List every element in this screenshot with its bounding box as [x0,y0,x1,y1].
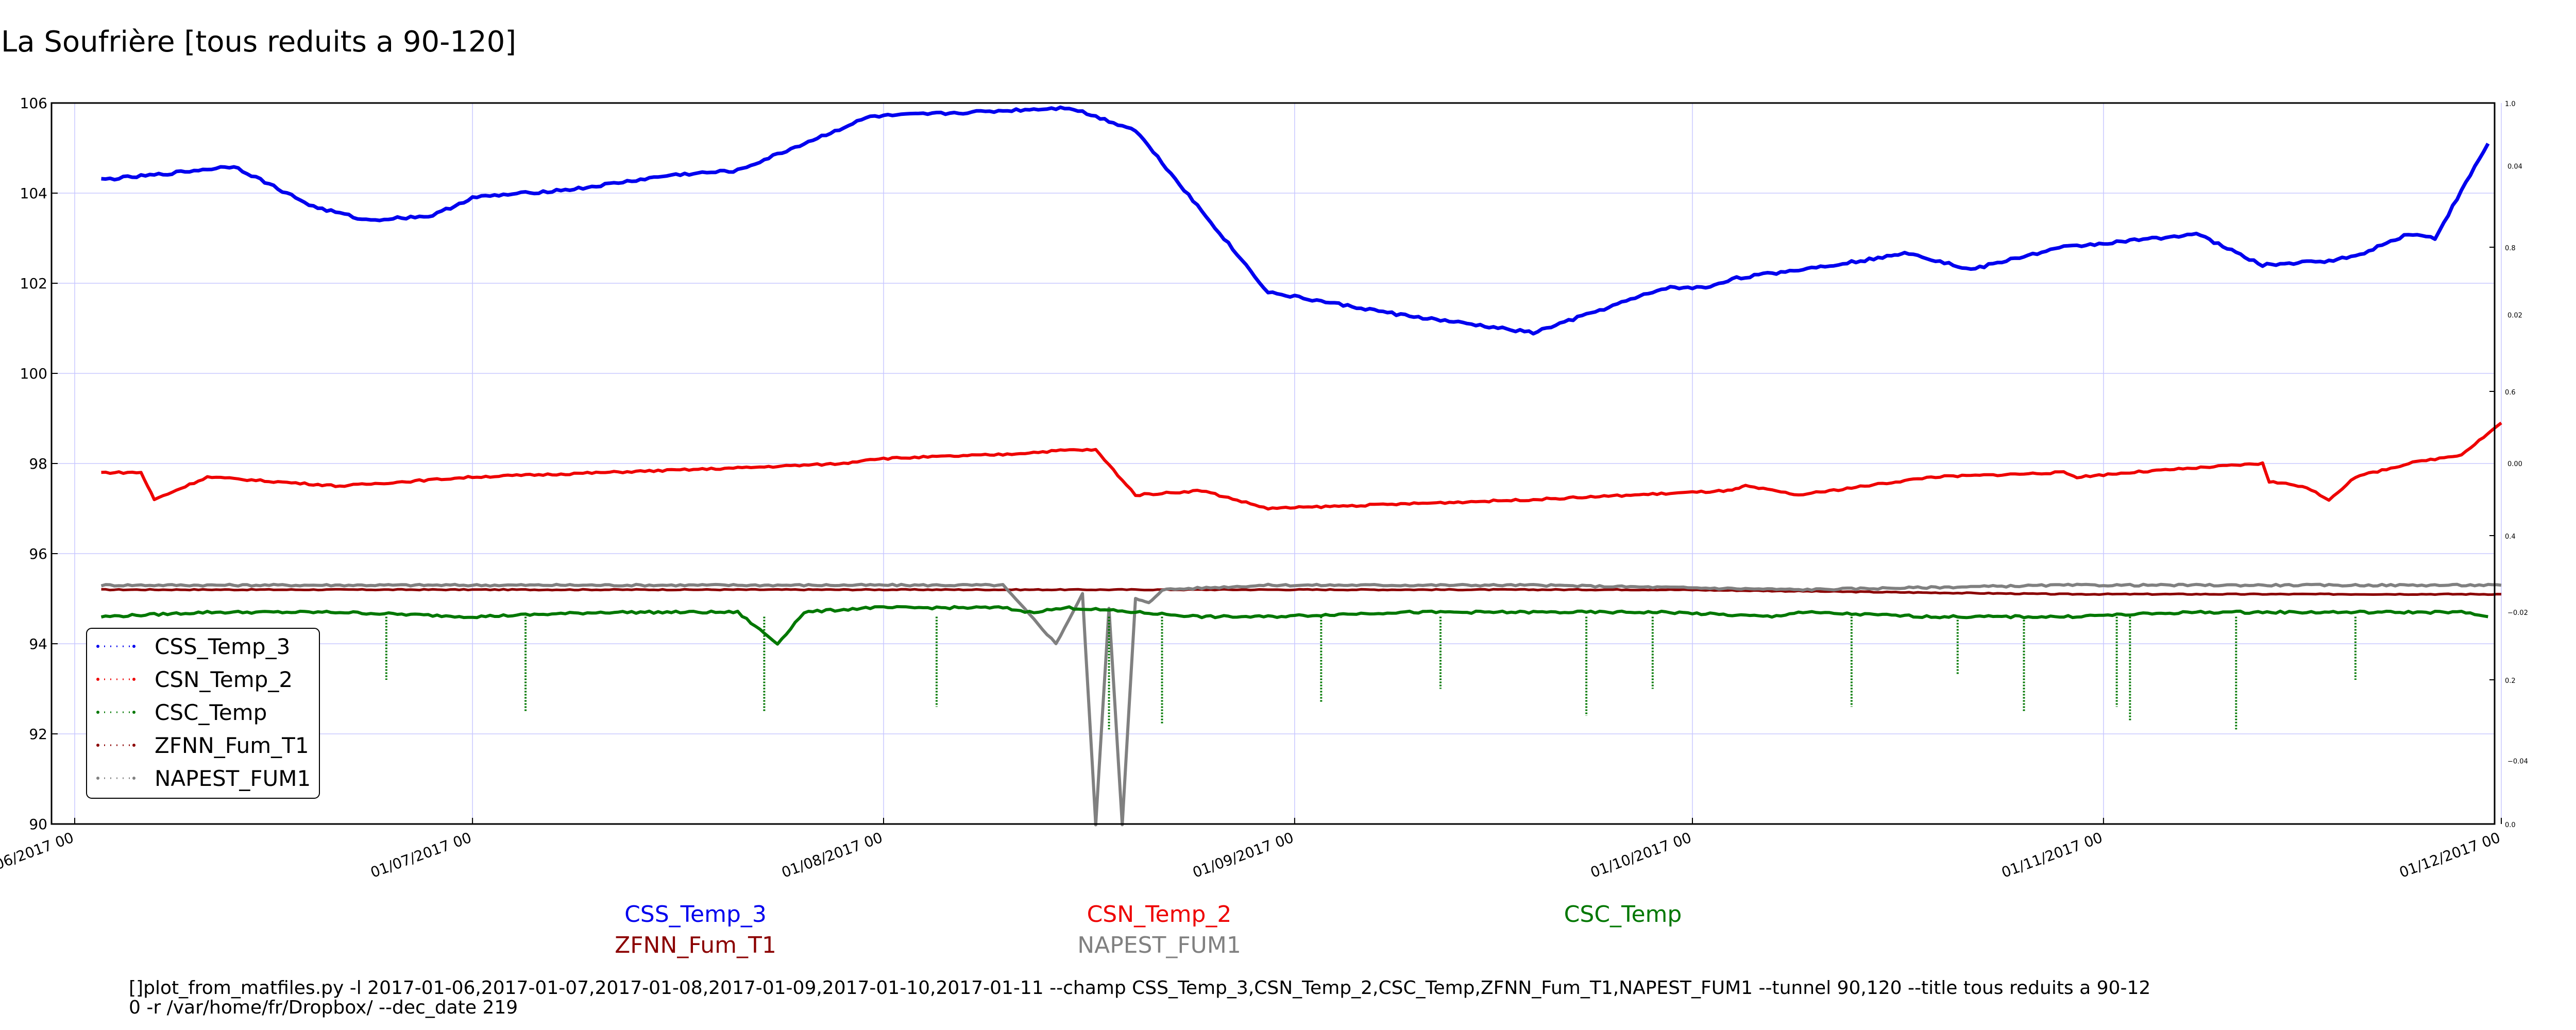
y2-tick-label: 0.6 [2505,389,2516,397]
x-tick-label: 01/07/2017 00 [368,829,474,881]
series-line-napest-fum1 [100,582,2502,827]
footer-label: CSS_Temp_3 [624,901,767,928]
y2-tick-label: 0.8 [2505,245,2516,252]
y2-tick-label: 0.4 [2505,533,2516,541]
legend-marker [96,645,99,648]
x-tick-label: 01/12/2017 00 [2397,829,2503,881]
grid [52,102,2502,825]
series-line-csn-temp-2 [101,421,2502,511]
y-tick-label: 94 [29,636,47,653]
y-tick-label: 100 [20,365,47,382]
x-axis: 01/06/2017 00 01/07/2017 00 01/08/2017 00 0… [0,818,2502,881]
legend-marker [96,678,99,681]
y-axis: 90 92 94 96 98 100 102 104 106 [20,95,58,833]
legend-box [86,628,320,799]
legend-label: CSC_Temp [155,700,267,725]
x-tick-label: 01/11/2017 00 [1999,829,2105,881]
y2-tick-label: 0.0 [2505,821,2516,829]
footer-label: NAPEST_FUM1 [1077,932,1241,958]
y2-axis: 0.0 0.2 0.4 0.6 0.8 1.0 −0.04 −0.02 0.00 0.02 0.04 [2489,100,2528,829]
legend-marker [96,744,99,747]
legend-label: NAPEST_FUM1 [155,766,311,791]
x-tick-label: 01/09/2017 00 [1190,829,1296,881]
series-line-zfnn-fum-t1 [101,588,2502,596]
y-tick-label: 96 [29,545,47,562]
legend-marker [96,777,99,780]
legend-marker [132,645,135,648]
footer-series-labels: CSS_Temp_3 CSN_Temp_2 CSC_Temp ZFNN_Fum_T1 N… [615,901,1682,958]
y2-minor-tick-label: 0.02 [2507,312,2522,319]
legend-marker [132,711,135,714]
legend-label: ZFNN_Fum_T1 [155,733,309,758]
y-tick-label: 102 [20,275,47,292]
y-tick-label: 104 [20,185,47,202]
legend: CSS_Temp_3 CSN_Temp_2 CSC_Temp ZFNN_Fum_T1 N… [86,628,320,799]
legend-marker [132,744,135,747]
x-tick-label: 01/10/2017 00 [1588,829,1694,881]
legend-marker [132,777,135,780]
footer-label: CSC_Temp [1564,901,1682,928]
footer-label: CSN_Temp_2 [1087,901,1232,928]
series-line-css-temp-3 [101,105,2490,336]
y2-minor-tick-label: 0.04 [2507,163,2522,171]
y2-minor-tick-label: −0.02 [2507,609,2528,617]
x-tick-label: 01/06/2017 00 [0,829,76,881]
legend-marker [132,678,135,681]
chart-title: La Soufrière [tous reduits a 90-120] [1,25,516,59]
y2-tick-label: 0.2 [2505,677,2516,685]
y-tick-label: 90 [29,816,47,833]
legend-label: CSN_Temp_2 [155,667,293,692]
series-group [100,105,2502,827]
series-line-csc-temp [100,605,2488,646]
y-tick-label: 92 [29,726,47,743]
footer-label: ZFNN_Fum_T1 [615,932,776,958]
legend-label: CSS_Temp_3 [155,634,290,659]
y2-tick-label: 1.0 [2505,100,2516,108]
command-line-1: []plot_from_matfiles.py -l 2017-01-06,20… [129,977,2150,999]
y-tick-label: 98 [29,455,47,472]
command-line-2: 0 -r /var/home/fr/Dropbox/ --dec_date 21… [129,997,518,1018]
x-tick-label: 01/08/2017 00 [779,829,885,881]
y-tick-label: 106 [20,95,47,112]
y2-minor-tick-label: −0.04 [2507,758,2528,766]
legend-marker [96,711,99,714]
y2-minor-tick-label: 0.00 [2507,460,2522,468]
